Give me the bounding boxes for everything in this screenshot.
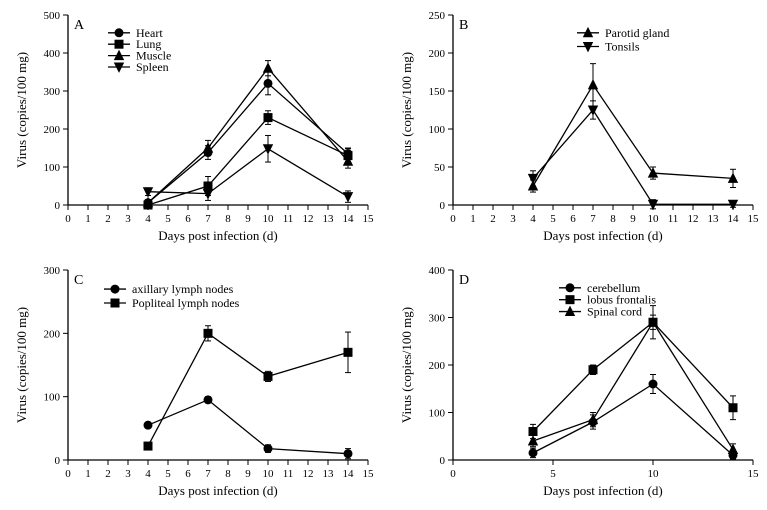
- svg-text:300: 300: [429, 313, 446, 325]
- svg-text:14: 14: [343, 213, 355, 225]
- legend-item: Tonsils: [605, 39, 640, 53]
- svg-text:13: 13: [708, 213, 720, 225]
- svg-text:13: 13: [323, 468, 335, 480]
- svg-text:4: 4: [145, 468, 151, 480]
- svg-text:100: 100: [44, 392, 61, 404]
- legend-item: Spinal cord: [587, 305, 642, 319]
- svg-text:100: 100: [44, 162, 61, 174]
- panel-label: B: [459, 18, 468, 33]
- svg-text:100: 100: [429, 124, 446, 136]
- panel-D: 0 5 10 15 0 100 200 300 400 Days post infection (…: [395, 260, 765, 505]
- svg-text:14: 14: [728, 213, 740, 225]
- svg-text:0: 0: [450, 468, 456, 480]
- panel-label: D: [459, 273, 469, 288]
- legend-item: Parotid gland: [605, 26, 669, 40]
- svg-text:0: 0: [55, 455, 61, 467]
- svg-text:6: 6: [570, 213, 576, 225]
- svg-text:200: 200: [44, 328, 61, 340]
- svg-text:300: 300: [44, 86, 61, 98]
- svg-text:10: 10: [263, 468, 275, 480]
- svg-text:500: 500: [44, 10, 61, 22]
- ylabel: Virus (copies/100 mg): [14, 52, 29, 168]
- svg-text:2: 2: [105, 213, 111, 225]
- svg-text:1: 1: [85, 468, 91, 480]
- svg-text:300: 300: [44, 265, 61, 277]
- svg-text:250: 250: [429, 10, 446, 22]
- svg-text:0: 0: [450, 213, 456, 225]
- svg-text:2: 2: [490, 213, 496, 225]
- figure-container: 01234567891011121314150100200300400500Da…: [0, 0, 767, 510]
- panel-label: A: [74, 18, 85, 33]
- svg-text:9: 9: [245, 468, 251, 480]
- svg-text:0: 0: [440, 200, 446, 212]
- panel-C: 01234567891011121314150100200300Days pos…: [10, 260, 380, 505]
- svg-text:8: 8: [225, 468, 231, 480]
- svg-text:7: 7: [590, 213, 596, 225]
- svg-text:5: 5: [165, 468, 171, 480]
- ylabel: Virus (copies/100 mg): [399, 52, 414, 168]
- svg-text:8: 8: [225, 213, 231, 225]
- xlabel: Days post infection (d): [543, 228, 663, 243]
- svg-text:11: 11: [283, 468, 294, 480]
- ylabel: Virus (copies/100 mg): [14, 307, 29, 423]
- svg-text:100: 100: [429, 408, 446, 420]
- svg-text:5: 5: [550, 468, 556, 480]
- svg-text:9: 9: [245, 213, 251, 225]
- svg-text:5: 5: [550, 213, 556, 225]
- svg-text:5: 5: [165, 213, 171, 225]
- svg-text:12: 12: [303, 468, 314, 480]
- svg-text:11: 11: [668, 213, 679, 225]
- svg-text:15: 15: [748, 468, 760, 480]
- svg-text:4: 4: [145, 213, 151, 225]
- svg-text:15: 15: [748, 213, 760, 225]
- legend-item: Popliteal lymph nodes: [132, 296, 240, 310]
- legend-item: Spleen: [136, 60, 169, 74]
- svg-text:8: 8: [610, 213, 616, 225]
- svg-text:12: 12: [688, 213, 699, 225]
- panel-label: C: [74, 273, 83, 288]
- xlabel: Days post infection (d): [158, 228, 278, 243]
- svg-text:10: 10: [263, 213, 275, 225]
- svg-text:200: 200: [44, 124, 61, 136]
- panel-B: 0123456789101112131415050100150200250Day…: [395, 5, 765, 250]
- svg-text:15: 15: [363, 213, 375, 225]
- svg-text:3: 3: [125, 213, 131, 225]
- svg-text:10: 10: [648, 213, 660, 225]
- svg-text:7: 7: [205, 213, 211, 225]
- svg-text:15: 15: [363, 468, 375, 480]
- svg-text:400: 400: [44, 48, 61, 60]
- svg-text:13: 13: [323, 213, 335, 225]
- xlabel: Days post infection (d): [543, 483, 663, 498]
- svg-text:0: 0: [65, 213, 71, 225]
- svg-text:3: 3: [510, 213, 516, 225]
- svg-text:2: 2: [105, 468, 111, 480]
- svg-text:0: 0: [55, 200, 61, 212]
- svg-text:1: 1: [85, 213, 91, 225]
- svg-text:0: 0: [440, 455, 446, 467]
- panel-A: 01234567891011121314150100200300400500Da…: [10, 5, 380, 250]
- svg-text:9: 9: [630, 213, 636, 225]
- svg-text:14: 14: [343, 468, 355, 480]
- svg-text:1: 1: [470, 213, 476, 225]
- svg-text:6: 6: [185, 213, 191, 225]
- svg-text:3: 3: [125, 468, 131, 480]
- svg-text:4: 4: [530, 213, 536, 225]
- svg-text:200: 200: [429, 48, 446, 60]
- ylabel: Virus (copies/100 mg): [399, 307, 414, 423]
- svg-text:7: 7: [205, 468, 211, 480]
- svg-text:6: 6: [185, 468, 191, 480]
- legend-item: axillary lymph nodes: [132, 282, 234, 296]
- svg-text:200: 200: [429, 360, 446, 372]
- svg-text:11: 11: [283, 213, 294, 225]
- svg-text:50: 50: [434, 162, 446, 174]
- svg-text:12: 12: [303, 213, 314, 225]
- svg-text:400: 400: [429, 265, 446, 277]
- svg-text:10: 10: [648, 468, 660, 480]
- svg-text:0: 0: [65, 468, 71, 480]
- xlabel: Days post infection (d): [158, 483, 278, 498]
- svg-text:150: 150: [429, 86, 446, 98]
